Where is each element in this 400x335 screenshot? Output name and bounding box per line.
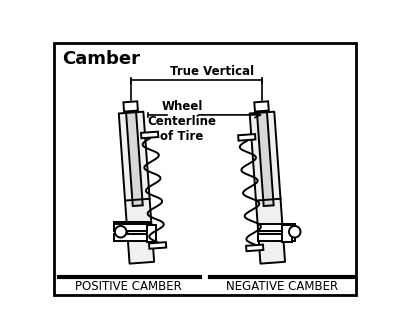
- Bar: [114, 222, 152, 229]
- Text: NEGATIVE CAMBER: NEGATIVE CAMBER: [226, 280, 338, 293]
- Bar: [282, 225, 292, 242]
- Polygon shape: [250, 112, 285, 264]
- Polygon shape: [254, 101, 269, 112]
- Polygon shape: [123, 101, 138, 112]
- Text: POSITIVE CAMBER: POSITIVE CAMBER: [75, 280, 181, 293]
- Bar: [147, 225, 156, 242]
- Polygon shape: [257, 112, 274, 206]
- Text: True Vertical: True Vertical: [170, 65, 254, 78]
- Polygon shape: [149, 242, 166, 249]
- Polygon shape: [141, 132, 158, 138]
- Polygon shape: [246, 245, 263, 251]
- Bar: [114, 224, 152, 231]
- Polygon shape: [238, 134, 256, 141]
- Circle shape: [289, 226, 300, 238]
- Polygon shape: [126, 112, 143, 206]
- Bar: [114, 234, 152, 241]
- Bar: [258, 224, 295, 231]
- Polygon shape: [119, 112, 154, 264]
- Text: Wheel
Centerline
of Tire: Wheel Centerline of Tire: [147, 99, 216, 143]
- Circle shape: [115, 226, 126, 238]
- Text: Camber: Camber: [62, 50, 140, 68]
- Bar: [258, 234, 295, 241]
